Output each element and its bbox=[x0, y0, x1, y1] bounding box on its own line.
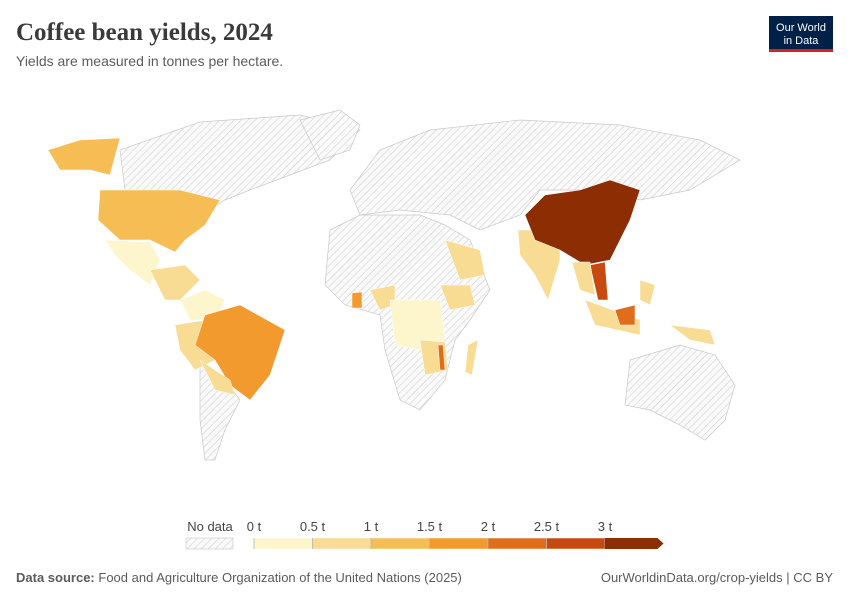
country bbox=[97, 189, 221, 253]
subtitle: Yields are measured in tonnes per hectar… bbox=[16, 53, 283, 69]
country bbox=[437, 344, 446, 371]
country bbox=[104, 239, 161, 286]
legend-bin bbox=[429, 537, 489, 550]
title: Coffee bean yields, 2024 bbox=[16, 19, 273, 46]
country bbox=[669, 324, 716, 346]
legend-no-data-swatch bbox=[185, 537, 234, 550]
logo-text[interactable]: in Data bbox=[784, 35, 820, 47]
legend-bin bbox=[546, 537, 606, 550]
logo-bar bbox=[769, 49, 833, 52]
legend-bin bbox=[370, 537, 430, 550]
country bbox=[199, 359, 236, 396]
legend-tick-label: 1 t bbox=[364, 519, 379, 534]
legend-bin bbox=[312, 537, 372, 550]
map bbox=[47, 109, 741, 461]
source-link[interactable]: OurWorldinData.org/crop-yields | CC BY bbox=[601, 570, 833, 585]
source-text: Food and Agriculture Organization of the… bbox=[98, 570, 462, 585]
legend: No data 0 t 0.5 t 1 t 1.5 t 2 t 2.5 t 3 t bbox=[185, 519, 664, 550]
country bbox=[571, 261, 596, 296]
country bbox=[589, 261, 609, 301]
country bbox=[524, 179, 641, 266]
legend-bin-open bbox=[605, 538, 664, 549]
source-label: Data source: bbox=[16, 570, 95, 585]
country bbox=[639, 279, 656, 306]
legend-no-data-label: No data bbox=[187, 519, 233, 534]
legend-tick-label: 2.5 t bbox=[534, 519, 560, 534]
legend-bin bbox=[253, 537, 313, 550]
source: Data source: Food and Agriculture Organi… bbox=[16, 570, 462, 585]
land bbox=[299, 109, 361, 161]
legend-tick-label: 0 t bbox=[247, 519, 262, 534]
country bbox=[351, 291, 363, 309]
legend-bin bbox=[487, 537, 547, 550]
land bbox=[349, 119, 741, 231]
logo-box[interactable] bbox=[769, 16, 833, 50]
legend-tick-label: 3 t bbox=[598, 519, 613, 534]
legend-tick-label: 0.5 t bbox=[300, 519, 326, 534]
country bbox=[444, 239, 486, 281]
country bbox=[614, 304, 636, 326]
country bbox=[194, 304, 286, 401]
country bbox=[149, 264, 201, 301]
logo-text[interactable]: Our World bbox=[776, 22, 826, 34]
land bbox=[624, 344, 736, 441]
country bbox=[47, 137, 121, 176]
country bbox=[464, 339, 479, 376]
legend-tick-label: 2 t bbox=[481, 519, 496, 534]
logo[interactable]: Our World in Data bbox=[769, 16, 833, 52]
country bbox=[439, 284, 476, 311]
legend-tick-label: 1.5 t bbox=[417, 519, 443, 534]
